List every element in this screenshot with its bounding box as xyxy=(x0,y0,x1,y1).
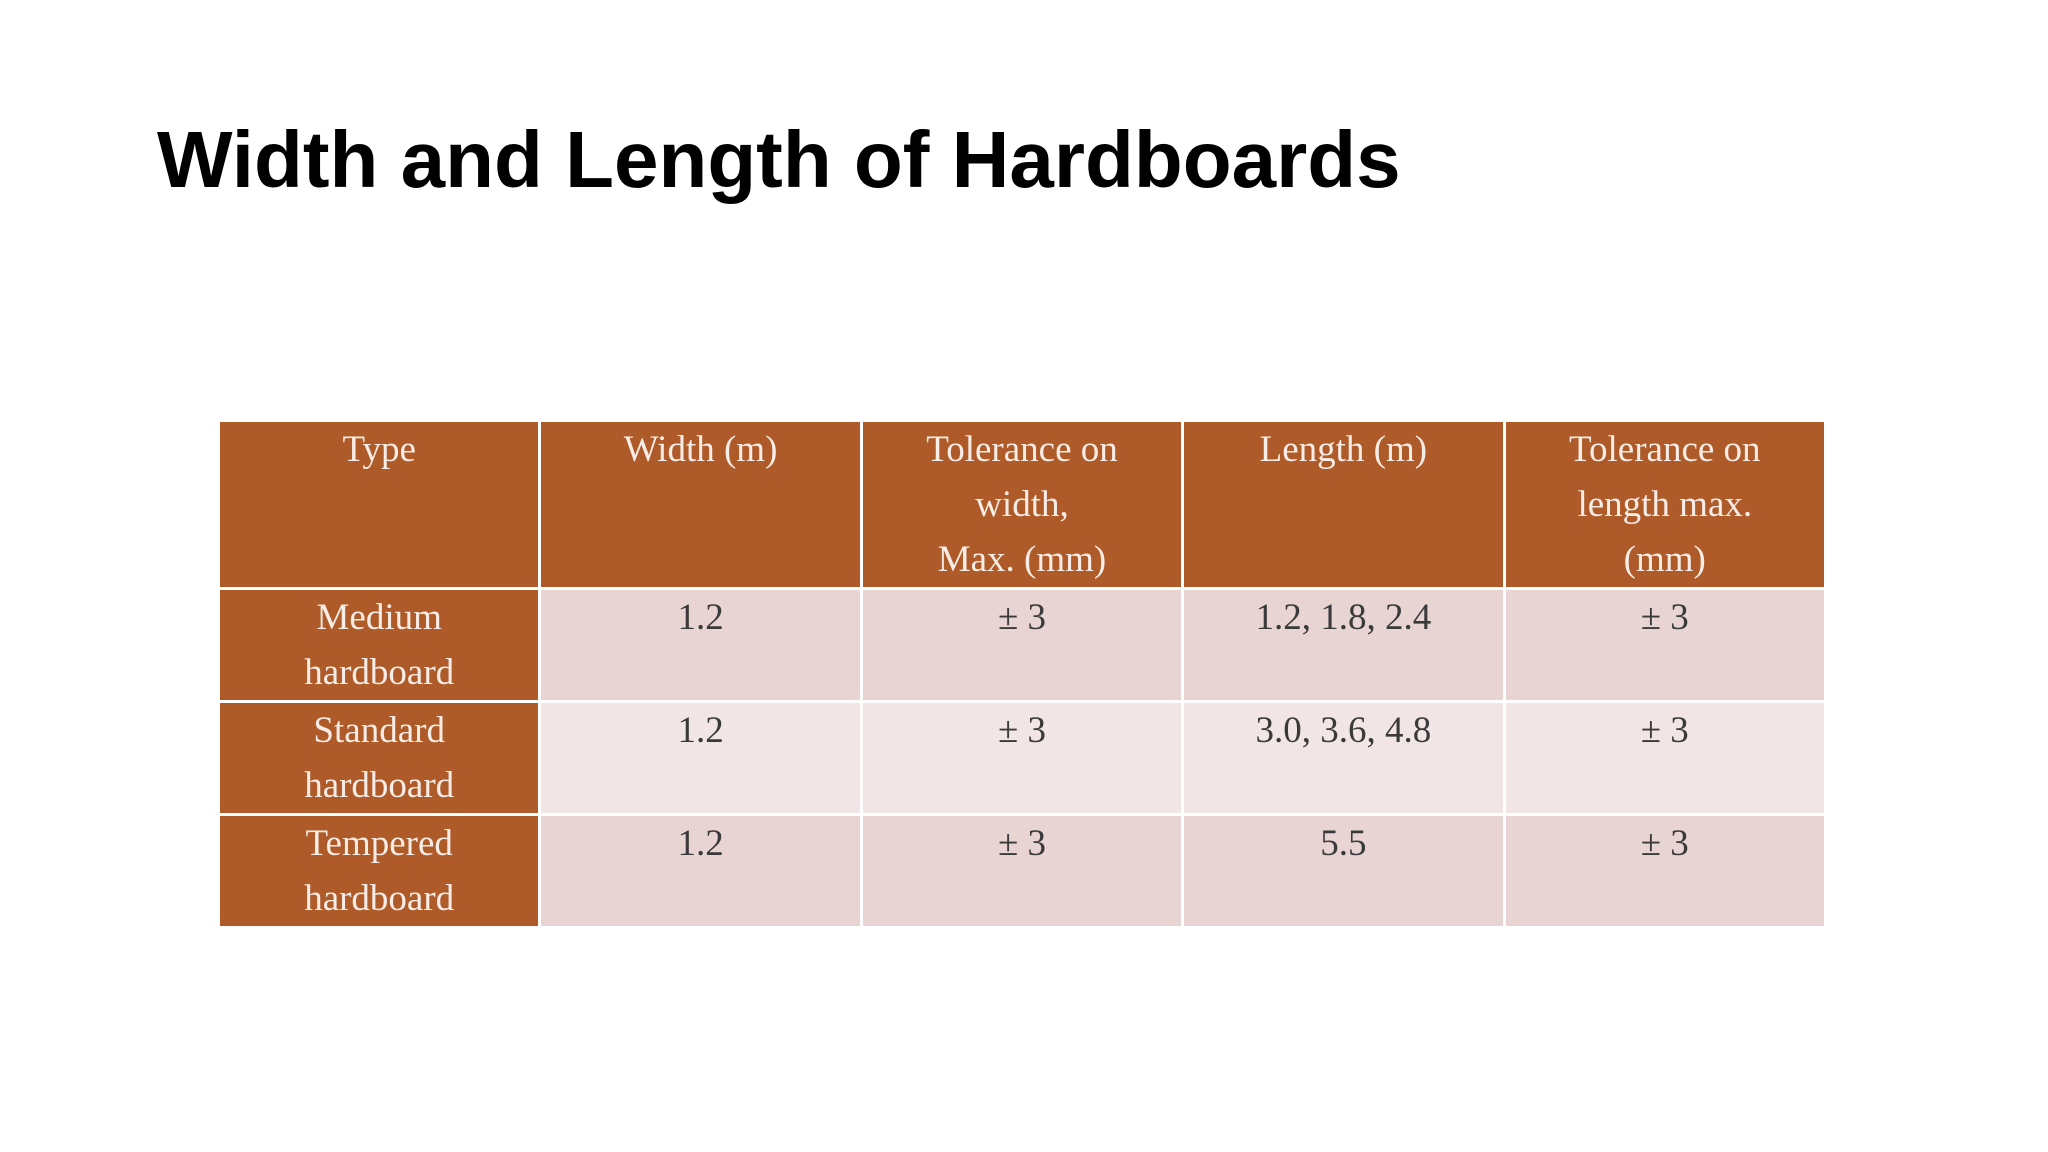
table-cell: ± 3 xyxy=(859,813,1185,929)
table-header: Type Width (m) Tolerance on width, Max. (m… xyxy=(216,419,1828,590)
table-cell: ± 3 xyxy=(859,587,1185,703)
row-type-cell: Standard hardboard xyxy=(216,700,542,816)
column-header: Type xyxy=(216,419,542,590)
table-cell: 1.2 xyxy=(538,587,863,703)
column-header: Length (m) xyxy=(1181,419,1506,590)
table-cell: ± 3 xyxy=(859,700,1185,816)
table-cell: 1.2 xyxy=(538,700,863,816)
table-cell: ± 3 xyxy=(1502,587,1828,703)
row-type-cell: Medium hardboard xyxy=(216,587,542,703)
table-cell: 3.0, 3.6, 4.8 xyxy=(1181,700,1506,816)
table-row: Medium hardboard 1.2 ± 3 1.2, 1.8, 2.4 ± 3 xyxy=(216,587,1828,703)
table-cell: 5.5 xyxy=(1181,813,1506,929)
column-header: Tolerance on width, Max. (mm) xyxy=(859,419,1185,590)
hardboard-table: Type Width (m) Tolerance on width, Max. (m… xyxy=(216,419,1828,929)
column-header: Tolerance on length max. (mm) xyxy=(1502,419,1828,590)
table-body: Medium hardboard 1.2 ± 3 1.2, 1.8, 2.4 ± 3 St… xyxy=(216,587,1828,929)
slide-title: Width and Length of Hardboards xyxy=(157,115,1401,204)
table-row: Standard hardboard 1.2 ± 3 3.0, 3.6, 4.8 ± 3 xyxy=(216,700,1828,816)
row-type-cell: Tempered hardboard xyxy=(216,813,542,929)
table-cell: ± 3 xyxy=(1502,700,1828,816)
table-cell: 1.2 xyxy=(538,813,863,929)
header-row: Type Width (m) Tolerance on width, Max. (m… xyxy=(216,419,1828,590)
table-cell: ± 3 xyxy=(1502,813,1828,929)
table-row: Tempered hardboard 1.2 ± 3 5.5 ± 3 xyxy=(216,813,1828,929)
column-header: Width (m) xyxy=(538,419,863,590)
table-cell: 1.2, 1.8, 2.4 xyxy=(1181,587,1506,703)
